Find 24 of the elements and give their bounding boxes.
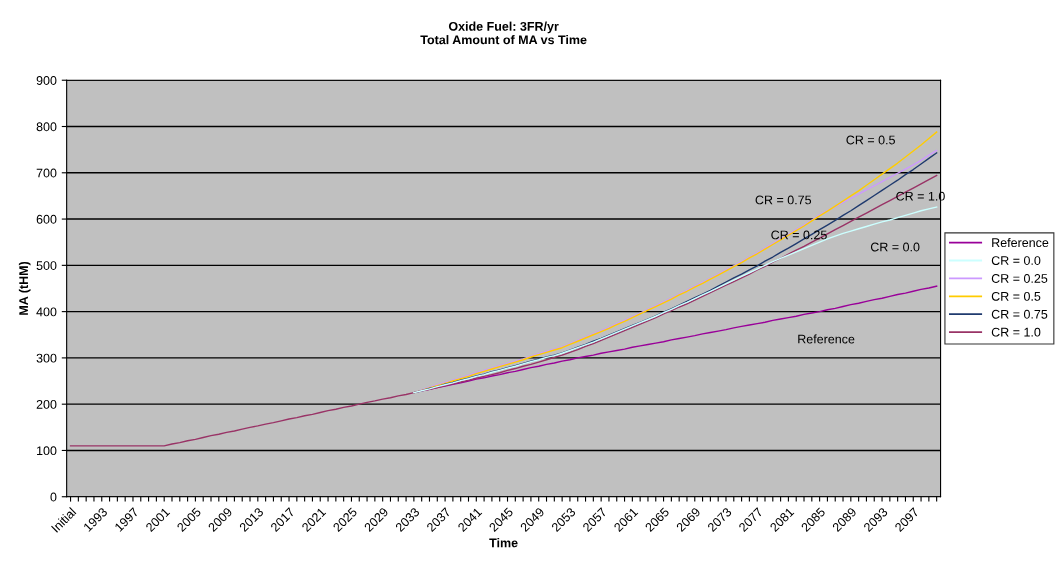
legend-label: CR = 0.75 (991, 309, 1048, 319)
y-tick-label: 0 (50, 492, 57, 502)
legend-label: Reference (992, 237, 1049, 248)
chart-title: Oxide Fuel: 3FR/yr Total Amount of MA vs Time (420, 21, 587, 45)
legend-label: CR = 0.25 (991, 274, 1048, 283)
y-tick-label: 600 (36, 214, 57, 224)
legend-label: CR = 0.0 (991, 256, 1041, 265)
legend-label: CR = 1.0 (991, 327, 1041, 337)
y-tick-label: 400 (36, 307, 57, 317)
annotation: CR = 0.0 (870, 242, 920, 252)
legend-label: CR = 0.5 (991, 291, 1041, 301)
y-axis-title: MA (tHM) (18, 261, 31, 315)
annotation: CR = 0.5 (846, 135, 895, 145)
x-axis-title: Time (489, 538, 518, 548)
line-series (413, 206, 938, 394)
y-tick-label: 300 (36, 353, 57, 363)
y-tick-label: 800 (36, 122, 57, 132)
annotation: CR = 0.75 (755, 195, 812, 205)
y-tick-label: 500 (36, 261, 57, 270)
annotation: Reference (798, 334, 855, 344)
y-tick-label: 100 (37, 446, 57, 456)
y-tick-label: 700 (36, 168, 57, 178)
y-tick-label: 900 (36, 76, 57, 85)
y-tick-label: 200 (36, 399, 57, 409)
